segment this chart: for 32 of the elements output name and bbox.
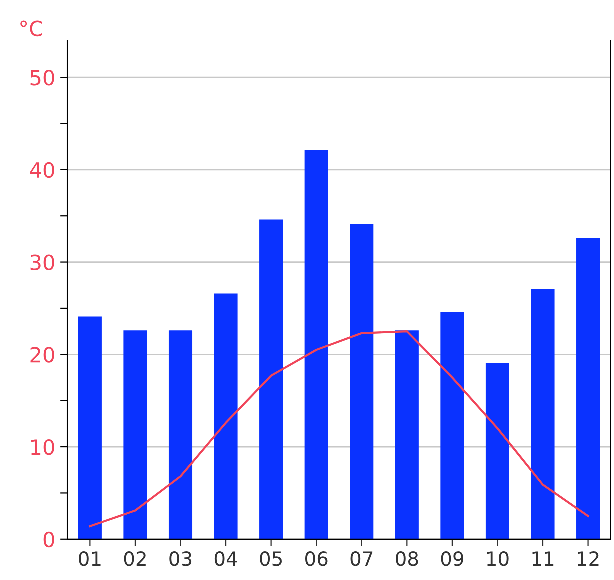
bar xyxy=(124,330,148,540)
bar xyxy=(531,289,555,540)
x-tick-label: 02 xyxy=(124,552,146,566)
x-tick-label: 06 xyxy=(306,552,328,566)
y-tick-label: 10 xyxy=(32,439,54,456)
y-tick-label: 30 xyxy=(30,254,54,270)
x-tick-label: 11 xyxy=(532,552,554,566)
line-series xyxy=(89,330,590,528)
y-axis-title: °C xyxy=(20,20,42,37)
x-tick-label: 05 xyxy=(260,552,282,566)
bar xyxy=(576,238,600,540)
x-tick-label: 12 xyxy=(578,552,599,566)
bar xyxy=(214,294,238,540)
bar xyxy=(304,150,328,540)
x-tick-label: 10 xyxy=(487,552,509,566)
y-tick-label: 20 xyxy=(30,347,54,363)
x-tick-label: 09 xyxy=(441,552,464,566)
x-tick-label: 01 xyxy=(79,552,101,566)
y-tick-label: 50 xyxy=(30,70,54,86)
bar xyxy=(486,362,510,540)
x-tick-label: 07 xyxy=(350,552,373,566)
x-tick-label: 04 xyxy=(214,552,238,566)
y-tick-label: 40 xyxy=(30,162,54,178)
bar xyxy=(168,330,193,540)
x-tick-label: 03 xyxy=(170,552,192,566)
bar xyxy=(395,330,419,540)
bar xyxy=(260,220,284,540)
x-tick-label: 08 xyxy=(396,552,418,566)
bar xyxy=(78,316,102,540)
y-tick-label: 0 xyxy=(44,532,54,548)
bar xyxy=(440,312,464,540)
bar xyxy=(350,224,374,540)
